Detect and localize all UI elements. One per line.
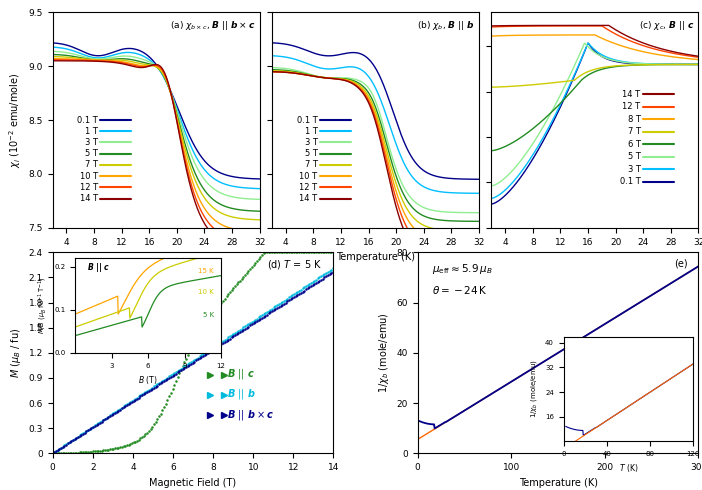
- Y-axis label: 1/$\chi_b$ (mole/emu): 1/$\chi_b$ (mole/emu): [377, 313, 391, 393]
- Text: 5 T: 5 T: [86, 149, 98, 158]
- Text: 1 T: 1 T: [305, 127, 317, 136]
- Text: 6 T: 6 T: [628, 140, 640, 148]
- Text: 3 T: 3 T: [628, 165, 640, 174]
- Text: 14 T: 14 T: [80, 194, 98, 203]
- Text: 10 T: 10 T: [80, 172, 98, 181]
- Text: 7 T: 7 T: [628, 127, 640, 136]
- Text: $\boldsymbol{B}$ || $\boldsymbol{b}\times\boldsymbol{c}$: $\boldsymbol{B}$ || $\boldsymbol{b}\time…: [227, 408, 274, 421]
- Text: 3 T: 3 T: [305, 138, 317, 147]
- X-axis label: Temperature (K): Temperature (K): [555, 252, 635, 262]
- Text: 14 T: 14 T: [623, 90, 640, 98]
- Text: (c) $\chi_c$, $\boldsymbol{B}$ || $\boldsymbol{c}$: (c) $\chi_c$, $\boldsymbol{B}$ || $\bold…: [639, 19, 694, 32]
- X-axis label: Magnetic Field (T): Magnetic Field (T): [150, 478, 237, 488]
- Text: 7 T: 7 T: [305, 160, 317, 170]
- Text: 8 T: 8 T: [628, 115, 640, 123]
- Text: (e): (e): [674, 258, 687, 269]
- Text: 12 T: 12 T: [300, 183, 317, 192]
- X-axis label: Temperature (K): Temperature (K): [336, 252, 415, 262]
- Text: 5 T: 5 T: [628, 152, 640, 161]
- Text: $\boldsymbol{B}$ || $\boldsymbol{b}$: $\boldsymbol{B}$ || $\boldsymbol{b}$: [227, 388, 256, 401]
- Y-axis label: $\chi_i$ (10$^{-2}$ emu/mole): $\chi_i$ (10$^{-2}$ emu/mole): [7, 73, 23, 168]
- Y-axis label: $M$ ($\mu_B$ / fu): $M$ ($\mu_B$ / fu): [9, 327, 23, 378]
- Text: 10 T: 10 T: [300, 172, 317, 181]
- Text: $\theta = -24\,\mathrm{K}$: $\theta = -24\,\mathrm{K}$: [432, 285, 487, 296]
- Text: (a) $\chi_{b\times c}$, $\boldsymbol{B}$ || $\boldsymbol{b}\times\boldsymbol{c}$: (a) $\chi_{b\times c}$, $\boldsymbol{B}$…: [171, 19, 256, 32]
- Text: (d) $T$ = 5 K: (d) $T$ = 5 K: [267, 258, 322, 271]
- Text: 7 T: 7 T: [85, 160, 98, 170]
- Text: 3 T: 3 T: [85, 138, 98, 147]
- Text: 0.1 T: 0.1 T: [620, 177, 640, 186]
- Text: 5 T: 5 T: [305, 149, 317, 158]
- Text: 12 T: 12 T: [80, 183, 98, 192]
- Text: 14 T: 14 T: [300, 194, 317, 203]
- Text: $\mu_{\rm eff} \approx 5.9\,\mu_B$: $\mu_{\rm eff} \approx 5.9\,\mu_B$: [432, 263, 492, 276]
- Text: 0.1 T: 0.1 T: [297, 116, 317, 124]
- Text: (b) $\chi_b$, $\boldsymbol{B}$ || $\boldsymbol{b}$: (b) $\chi_b$, $\boldsymbol{B}$ || $\bold…: [417, 19, 475, 32]
- X-axis label: Temperature (K): Temperature (K): [519, 478, 597, 488]
- Text: 12 T: 12 T: [623, 102, 640, 111]
- Text: 1 T: 1 T: [86, 127, 98, 136]
- Text: $\boldsymbol{B}$ || $\boldsymbol{c}$: $\boldsymbol{B}$ || $\boldsymbol{c}$: [227, 368, 255, 381]
- X-axis label: Temperature (K): Temperature (K): [117, 252, 196, 262]
- Text: 0.1 T: 0.1 T: [77, 116, 98, 124]
